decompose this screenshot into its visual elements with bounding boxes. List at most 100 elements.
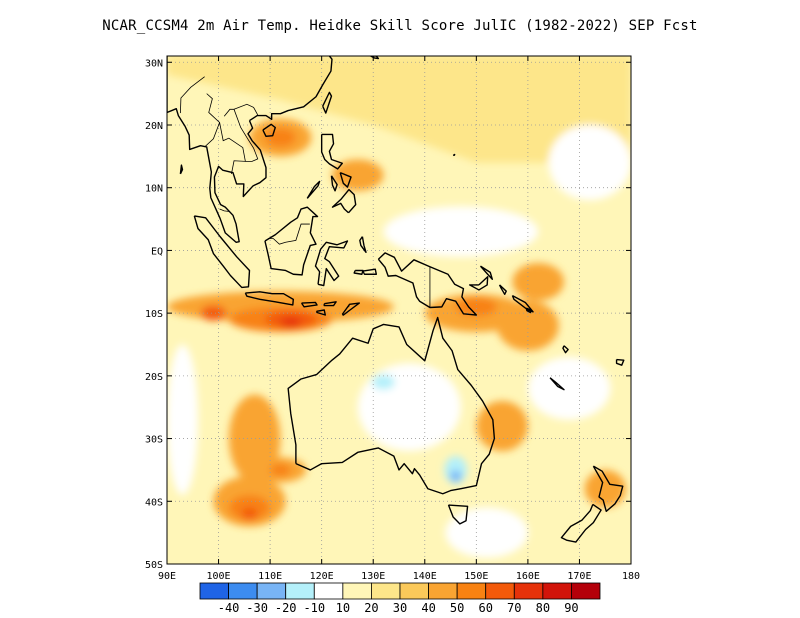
coastlines xyxy=(167,56,625,543)
colorbar-label: -30 xyxy=(246,601,268,615)
coastline xyxy=(179,164,184,175)
coastline xyxy=(359,236,367,254)
lon-tick-label: 160E xyxy=(516,571,540,582)
lon-tick-label: 180 xyxy=(622,571,640,582)
lat-tick-label: 30N xyxy=(145,58,163,69)
skill-region xyxy=(200,305,227,321)
lon-tick-label: 110E xyxy=(258,571,282,582)
lat-tick-label: 10S xyxy=(145,309,163,320)
colorbar-swatch xyxy=(228,582,258,600)
lat-tick-label: 30S xyxy=(145,435,163,446)
lon-tick-label: 130E xyxy=(361,571,385,582)
axis-ticks: 90E 100E 110E 120E 130E 140E 150E 160E 170E 180 30… xyxy=(145,56,640,582)
skill-region xyxy=(512,262,564,301)
coastline xyxy=(249,56,333,122)
coastline xyxy=(447,504,469,525)
skill-region xyxy=(444,456,468,484)
lat-tick-label: 20S xyxy=(145,372,163,383)
coastline xyxy=(167,56,267,243)
coastline xyxy=(331,188,357,214)
colorbar-label: -10 xyxy=(303,601,325,615)
skill-region xyxy=(476,400,528,452)
coastline xyxy=(322,91,333,114)
coastline xyxy=(525,307,532,314)
colorbar-swatch xyxy=(428,582,458,600)
skill-region xyxy=(445,507,528,558)
coastline xyxy=(452,153,456,157)
colorbar-label: 10 xyxy=(336,601,350,615)
colorbar-label: 30 xyxy=(393,601,407,615)
coastline xyxy=(562,345,569,354)
country-borders xyxy=(180,76,431,309)
skill-region xyxy=(584,469,626,508)
skill-region xyxy=(450,470,462,482)
colorbar-label: 60 xyxy=(478,601,492,615)
skill-region xyxy=(383,206,539,257)
plot-frame xyxy=(166,55,632,565)
coastline xyxy=(264,206,319,276)
colorbar-swatch xyxy=(485,582,515,600)
skill-region xyxy=(167,344,198,496)
skill-region xyxy=(548,124,631,201)
skill-region xyxy=(167,56,631,163)
country-border xyxy=(268,223,310,245)
colorbar-label: 50 xyxy=(450,601,464,615)
coastline xyxy=(549,377,565,391)
coastline xyxy=(592,465,624,513)
coastline xyxy=(341,302,361,316)
coastline xyxy=(193,215,251,289)
country-border xyxy=(219,208,230,212)
skill-region xyxy=(331,159,384,191)
coastline xyxy=(300,301,318,308)
colorbar-label: -20 xyxy=(275,601,297,615)
colorbar-label: 20 xyxy=(364,601,378,615)
colorbar: -40 -30 -20 -10 10 20 30 40 50 60 70 80 90 xyxy=(199,582,601,615)
country-border xyxy=(204,93,221,148)
lat-tick-label: EQ xyxy=(151,246,163,257)
coastline xyxy=(498,284,507,296)
coastline xyxy=(244,291,295,306)
lat-tick-label: 50S xyxy=(145,560,163,571)
skill-region xyxy=(241,507,258,521)
lon-tick-label: 150E xyxy=(464,571,488,582)
map-title: NCAR_CCSM4 2m Air Temp. Heidke Skill Sco… xyxy=(102,18,698,34)
lon-tick-label: 170E xyxy=(567,571,591,582)
skill-region xyxy=(264,128,296,147)
colorbar-swatch xyxy=(571,582,601,600)
colorbar-swatch xyxy=(399,582,429,600)
coastline xyxy=(377,252,478,316)
coastline xyxy=(315,309,326,316)
coastline xyxy=(323,301,337,307)
colorbar-swatch xyxy=(513,582,544,600)
colorbar-label: -40 xyxy=(218,601,240,615)
colorbar-swatch xyxy=(256,582,287,600)
lon-tick-label: 140E xyxy=(413,571,437,582)
country-border xyxy=(346,305,350,309)
coastline xyxy=(306,180,321,199)
colorbar-swatch xyxy=(199,582,229,600)
coastline xyxy=(320,133,343,170)
country-border xyxy=(223,108,259,162)
skill-region xyxy=(372,374,395,390)
lat-tick-label: 40S xyxy=(145,497,163,508)
colorbar-swatch xyxy=(313,582,344,600)
colorbar-swatch xyxy=(371,582,401,600)
grid-lines xyxy=(167,56,631,564)
skill-region xyxy=(527,357,611,420)
colorbar-label: 70 xyxy=(507,601,521,615)
coastline xyxy=(287,316,496,495)
country-border xyxy=(180,76,205,114)
skill-score-field xyxy=(167,56,631,558)
skill-region xyxy=(270,463,291,477)
coastline xyxy=(262,123,276,137)
colorbar-swatch xyxy=(542,582,572,600)
colorbar-swatch xyxy=(456,582,487,600)
coastline xyxy=(560,503,602,543)
colorbar-swatch xyxy=(342,582,372,600)
coastline xyxy=(314,240,349,287)
colorbar-label: 80 xyxy=(536,601,550,615)
country-border xyxy=(219,122,246,174)
coastline xyxy=(362,268,378,275)
colorbar-label: 90 xyxy=(564,601,578,615)
